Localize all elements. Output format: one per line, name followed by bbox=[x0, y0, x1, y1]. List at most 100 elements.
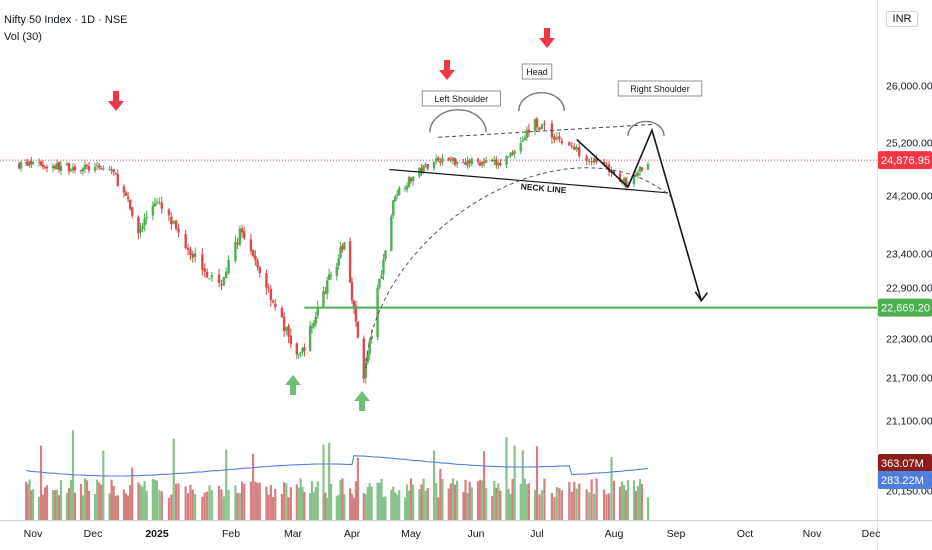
candle bbox=[348, 237, 352, 284]
candle-body bbox=[122, 186, 126, 193]
candle-body bbox=[116, 174, 119, 186]
candle-body bbox=[432, 161, 436, 169]
candle bbox=[390, 214, 393, 252]
candle bbox=[73, 163, 77, 174]
candle-body bbox=[521, 141, 524, 143]
volume-bar bbox=[605, 494, 608, 520]
volume-bar bbox=[602, 489, 606, 520]
candle-body bbox=[222, 277, 226, 286]
candle bbox=[437, 155, 440, 162]
candle-body bbox=[595, 158, 598, 162]
volume-bar bbox=[254, 481, 257, 520]
volume-bar bbox=[527, 483, 530, 520]
candle-body bbox=[251, 249, 255, 257]
candle bbox=[145, 210, 148, 225]
volume-bar bbox=[380, 478, 383, 520]
candle-body bbox=[79, 169, 83, 171]
candle bbox=[110, 166, 113, 175]
candle-body bbox=[570, 145, 573, 147]
candle bbox=[297, 353, 300, 359]
candle bbox=[543, 120, 546, 131]
candle bbox=[455, 161, 459, 168]
candle-body bbox=[543, 123, 546, 125]
candle-body bbox=[110, 169, 113, 171]
volume-bar bbox=[116, 495, 119, 520]
candle bbox=[640, 166, 644, 173]
candle-body bbox=[622, 178, 626, 183]
volume-bar bbox=[424, 490, 427, 520]
candle-body bbox=[301, 348, 304, 353]
candle-body bbox=[287, 325, 290, 337]
candle-body bbox=[126, 196, 130, 199]
candle-body bbox=[57, 162, 61, 171]
candle-body bbox=[380, 275, 383, 279]
candle-body bbox=[523, 137, 526, 141]
candle-body bbox=[69, 169, 73, 171]
volume-bar bbox=[141, 486, 144, 520]
candle bbox=[590, 157, 593, 166]
candle bbox=[451, 157, 455, 165]
candle bbox=[39, 159, 43, 166]
candle-body bbox=[478, 162, 482, 166]
volume-bar bbox=[322, 444, 325, 520]
currency-label[interactable]: INR bbox=[886, 11, 918, 27]
volume-bar bbox=[481, 480, 484, 520]
volume-bar bbox=[521, 450, 524, 520]
candle-body bbox=[137, 216, 140, 234]
volume-bar bbox=[540, 490, 544, 520]
candle bbox=[462, 159, 465, 164]
candle bbox=[378, 279, 381, 290]
candle bbox=[67, 162, 71, 175]
candle-body bbox=[509, 152, 512, 157]
candle-body bbox=[153, 203, 157, 207]
volume-bar bbox=[622, 485, 626, 520]
candle bbox=[238, 225, 242, 247]
candle-body bbox=[620, 182, 624, 184]
candle-body bbox=[102, 168, 105, 170]
candle-body bbox=[97, 165, 101, 168]
candle-body bbox=[155, 201, 159, 203]
candle bbox=[312, 319, 316, 330]
candle bbox=[128, 199, 132, 211]
candle bbox=[380, 269, 383, 280]
candle bbox=[124, 190, 128, 197]
candle-body bbox=[174, 220, 178, 229]
candle bbox=[143, 213, 146, 232]
volume-bar bbox=[203, 492, 206, 520]
volume-bar bbox=[314, 487, 317, 520]
neck-line-label: NECK LINE bbox=[520, 181, 567, 195]
price-tick-label: 24,200.00 bbox=[886, 191, 932, 203]
candle bbox=[403, 185, 407, 192]
volume-bar bbox=[280, 493, 284, 520]
candle-body bbox=[439, 161, 442, 163]
volume-bar bbox=[170, 494, 173, 520]
volume-bar bbox=[41, 494, 45, 520]
candle bbox=[646, 161, 650, 170]
candle bbox=[634, 171, 638, 177]
volume-indicator-title[interactable]: Vol (30) bbox=[4, 31, 42, 43]
candle bbox=[575, 144, 578, 153]
candle bbox=[509, 152, 512, 159]
top-marker-arrow bbox=[108, 91, 124, 111]
candle bbox=[364, 358, 367, 384]
candle bbox=[432, 160, 436, 171]
candle-body bbox=[573, 146, 576, 150]
price-tick-label: 21,700.00 bbox=[886, 373, 932, 385]
volume-bar bbox=[483, 451, 486, 520]
candle bbox=[254, 250, 257, 266]
candle-body bbox=[495, 159, 498, 166]
candle bbox=[343, 241, 346, 251]
candle bbox=[116, 169, 119, 187]
volume-bar bbox=[343, 494, 346, 520]
time-axis-label: Jun bbox=[468, 528, 485, 540]
price-tick-label: 23,400.00 bbox=[886, 249, 932, 261]
volume-bar bbox=[303, 491, 306, 520]
volume-bar bbox=[234, 485, 237, 520]
symbol-title[interactable]: Nifty 50 Index · 1D · NSE bbox=[4, 14, 128, 26]
volume-bar bbox=[368, 483, 371, 520]
candle-body bbox=[167, 209, 171, 216]
volume-bar bbox=[519, 483, 522, 520]
candle bbox=[295, 342, 299, 359]
